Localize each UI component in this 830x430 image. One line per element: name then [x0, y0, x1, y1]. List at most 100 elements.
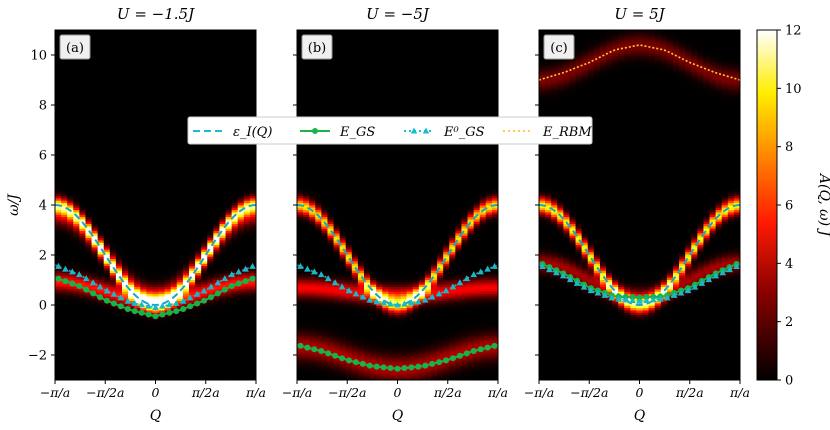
heatmap-cell — [249, 174, 257, 178]
heatmap-cell — [134, 317, 141, 320]
heatmap-cell — [73, 130, 80, 134]
heatmap-cell — [219, 375, 226, 379]
heatmap-cell — [213, 79, 220, 82]
heatmap-cell — [213, 109, 220, 113]
heatmap-cell — [122, 174, 129, 178]
heatmap-cell — [249, 88, 257, 92]
data-point — [152, 313, 159, 320]
heatmap-cell — [85, 338, 92, 341]
heatmap-cell — [115, 188, 123, 192]
heatmap-cell — [103, 37, 111, 40]
heatmap-cell — [134, 184, 141, 187]
heatmap-cell — [152, 32, 159, 36]
heatmap-cell — [103, 349, 111, 353]
heatmap-cell — [213, 167, 220, 171]
heatmap-cell — [182, 83, 190, 87]
heatmap-cell — [207, 373, 214, 376]
heatmap-cell — [97, 345, 105, 348]
heatmap-cell — [219, 67, 226, 71]
heatmap-cell — [67, 242, 74, 246]
heatmap-cell — [97, 233, 105, 236]
heatmap-cell — [176, 270, 184, 274]
heatmap-cell — [146, 275, 153, 278]
heatmap-cell — [122, 221, 129, 225]
heatmap-cell — [201, 244, 208, 248]
heatmap-cell — [182, 242, 190, 246]
heatmap-cell — [91, 172, 99, 176]
heatmap-cell — [55, 93, 62, 96]
heatmap-cell — [219, 37, 226, 40]
heatmap-cell — [61, 67, 68, 71]
heatmap-cell — [134, 167, 141, 171]
heatmap-cell — [140, 314, 147, 318]
heatmap-cell — [146, 258, 153, 262]
heatmap-cell — [249, 305, 257, 309]
heatmap-cell — [146, 137, 153, 141]
heatmap-cell — [103, 263, 111, 267]
heatmap-cell — [103, 137, 111, 141]
heatmap-cell — [195, 363, 202, 367]
heatmap-cell — [103, 123, 111, 127]
heatmap-cell — [170, 174, 178, 178]
heatmap-cell — [103, 282, 111, 285]
heatmap-cell — [170, 160, 178, 164]
heatmap-cell — [249, 368, 257, 372]
heatmap-cell — [152, 53, 159, 57]
heatmap-cell — [97, 111, 105, 115]
heatmap-cell — [170, 41, 178, 45]
heatmap-cell — [146, 102, 153, 106]
heatmap-cell — [249, 179, 257, 183]
heatmap-cell — [146, 156, 153, 159]
heatmap-cell — [243, 223, 251, 227]
heatmap-cell — [103, 375, 111, 379]
heatmap-cell — [73, 342, 80, 346]
heatmap-cell — [176, 214, 184, 218]
heatmap-cell — [85, 93, 92, 96]
heatmap-cell — [109, 125, 117, 129]
heatmap-cell — [128, 272, 135, 276]
heatmap-cell — [115, 221, 123, 225]
heatmap-cell — [97, 361, 105, 365]
heatmap-cell — [225, 172, 233, 176]
heatmap-cell — [249, 235, 257, 239]
heatmap-cell — [207, 277, 214, 281]
heatmap-cell — [219, 165, 226, 169]
heatmap-cell — [195, 60, 202, 64]
heatmap-cell — [237, 249, 245, 253]
heatmap-cell — [115, 58, 123, 61]
heatmap-cell — [189, 223, 196, 227]
heatmap-cell — [158, 254, 166, 257]
heatmap-cell — [164, 198, 172, 201]
heatmap-cell — [219, 181, 226, 185]
heatmap-cell — [103, 100, 111, 103]
heatmap-cell — [243, 97, 251, 101]
heatmap-cell — [182, 95, 190, 99]
heatmap-cell — [109, 242, 117, 246]
heatmap-cell — [122, 261, 129, 264]
heatmap-cell — [146, 128, 153, 131]
heatmap-cell — [195, 289, 202, 292]
heatmap-cell — [213, 296, 220, 299]
heatmap-cell — [109, 193, 117, 197]
heatmap-cell — [122, 81, 129, 85]
heatmap-cell — [146, 265, 153, 269]
heatmap-cell — [237, 296, 245, 299]
heatmap-cell — [164, 356, 172, 360]
heatmap-cell — [122, 181, 129, 185]
heatmap-cell — [122, 230, 129, 234]
heatmap-cell — [231, 144, 239, 148]
heatmap-cell — [182, 296, 190, 299]
heatmap-cell — [85, 144, 92, 148]
heatmap-cell — [73, 163, 80, 166]
heatmap-cell — [182, 370, 190, 374]
heatmap-cell — [213, 74, 220, 78]
heatmap-cell — [122, 156, 129, 159]
heatmap-cell — [189, 39, 196, 43]
heatmap-cell — [170, 258, 178, 262]
heatmap-cell — [164, 100, 172, 103]
heatmap-cell — [109, 102, 117, 106]
heatmap-cell — [122, 345, 129, 348]
heatmap-cell — [55, 65, 62, 68]
heatmap-cell — [140, 335, 147, 339]
heatmap-cell — [164, 97, 172, 101]
